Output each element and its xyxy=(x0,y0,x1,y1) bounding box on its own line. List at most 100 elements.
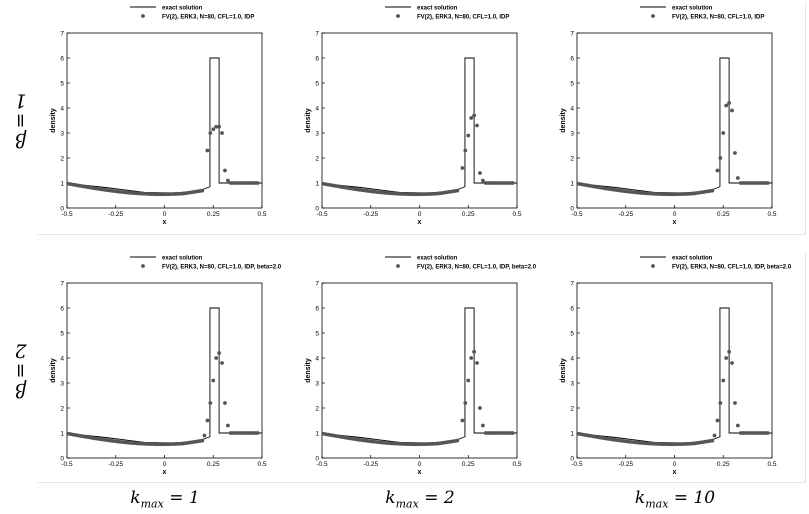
data-point xyxy=(455,188,460,193)
row-frame-2 xyxy=(38,253,806,483)
x-tick-label: 0.5 xyxy=(767,461,776,468)
exact-solution-line xyxy=(321,307,517,444)
y-tick-label: 4 xyxy=(60,106,64,113)
y-tick-label: 0 xyxy=(315,456,319,463)
x-tick-label: 0.25 xyxy=(462,211,475,218)
y-tick-label: 6 xyxy=(570,306,574,313)
y-tick-label: 5 xyxy=(315,331,319,338)
x-tick-label: 0.5 xyxy=(767,211,776,218)
y-axis-label: density xyxy=(50,358,57,383)
y-tick-label: 5 xyxy=(570,81,574,88)
y-tick-label: 7 xyxy=(315,31,319,38)
data-point xyxy=(225,178,230,183)
data-point xyxy=(715,168,720,173)
data-point xyxy=(735,423,740,428)
data-point xyxy=(225,423,230,428)
x-tick-label: -0.5 xyxy=(571,211,583,218)
exact-solution-line xyxy=(66,57,262,194)
col-label-kmax-2: kmax = 2 xyxy=(385,488,455,511)
y-tick-label: 5 xyxy=(60,331,64,338)
x-tick-label: 0.5 xyxy=(512,461,521,468)
x-tick-label: 0.25 xyxy=(717,461,730,468)
data-point xyxy=(765,181,770,185)
data-point xyxy=(730,108,734,113)
data-point xyxy=(223,168,227,173)
x-tick-label: 0.25 xyxy=(207,211,220,218)
density-chart-1-2: 0 1 2 3 4 5 6 7 -0.5 -0.25 0 0.25 0.5 x density exact s… xyxy=(305,6,522,227)
col-label-kmax-1: kmax = 1 xyxy=(130,488,200,511)
data-point xyxy=(510,181,515,185)
legend-entry-numerical: FV(2), ERK3, N=80, CFL=1.0, IDP, beta=2.… xyxy=(162,265,282,271)
data-point xyxy=(480,178,485,183)
y-tick-label: 1 xyxy=(315,181,319,188)
x-axis-label: x xyxy=(418,219,422,226)
data-point xyxy=(480,423,485,428)
data-point xyxy=(712,433,717,438)
y-tick-label: 4 xyxy=(315,356,319,363)
legend-entry-exact: exact solution xyxy=(417,256,458,262)
data-point xyxy=(735,176,740,180)
data-point xyxy=(200,188,205,193)
data-point xyxy=(733,401,737,405)
exact-solution-line xyxy=(576,307,772,444)
x-tick-label: -0.25 xyxy=(108,211,123,218)
data-point xyxy=(718,401,723,405)
data-point xyxy=(715,418,720,423)
exact-solution-line xyxy=(66,307,262,444)
y-tick-label: 4 xyxy=(315,106,319,113)
legend-marker-swatch xyxy=(396,14,400,18)
x-axis-label: x xyxy=(163,219,167,226)
data-point xyxy=(475,123,479,128)
y-tick-label: 3 xyxy=(315,381,319,388)
data-point xyxy=(217,351,222,355)
legend-entry-numerical: FV(2), ERK3, N=80, CFL=1.0, IDP, beta=2.… xyxy=(672,265,792,271)
exact-solution-line xyxy=(321,57,517,194)
data-point xyxy=(208,401,213,405)
col-label-kmax-10: kmax = 10 xyxy=(634,488,716,511)
y-tick-label: 7 xyxy=(315,281,319,288)
legend-entry-exact: exact solution xyxy=(672,6,713,12)
data-point xyxy=(202,433,207,438)
y-axis-label: density xyxy=(560,358,567,383)
x-tick-label: 0.5 xyxy=(257,461,266,468)
x-tick-label: -0.5 xyxy=(61,461,73,468)
y-tick-label: 1 xyxy=(570,181,574,188)
data-point xyxy=(721,131,726,135)
data-point xyxy=(472,349,476,354)
x-tick-label: -0.25 xyxy=(363,461,378,468)
data-point xyxy=(733,151,737,155)
data-point xyxy=(510,431,515,435)
data-point xyxy=(710,188,715,193)
y-tick-label: 0 xyxy=(570,456,574,463)
data-point xyxy=(200,438,205,443)
data-point xyxy=(475,361,479,365)
data-point xyxy=(730,361,734,365)
x-tick-label: 0 xyxy=(163,461,167,468)
y-tick-label: 1 xyxy=(60,181,64,188)
x-tick-label: 0.25 xyxy=(717,211,730,218)
y-tick-label: 5 xyxy=(570,331,574,338)
x-tick-label: 0 xyxy=(673,211,677,218)
data-point xyxy=(460,166,465,170)
x-tick-label: -0.25 xyxy=(618,461,633,468)
data-point xyxy=(211,378,216,383)
y-tick-label: 2 xyxy=(60,156,64,163)
data-point xyxy=(469,116,474,120)
legend-entry-numerical: FV(2), ERK3, N=80, CFL=1.0, IDP, beta=2.… xyxy=(417,265,537,271)
y-axis-label: density xyxy=(305,358,312,383)
data-point xyxy=(460,418,465,423)
y-tick-label: 6 xyxy=(60,306,64,313)
density-chart-2-3: 0 1 2 3 4 5 6 7 -0.5 -0.25 0 0.25 0.5 x density exact s… xyxy=(560,256,792,477)
y-tick-label: 0 xyxy=(60,456,64,463)
legend-entry-exact: exact solution xyxy=(162,6,203,12)
y-tick-label: 7 xyxy=(60,281,64,288)
x-tick-label: -0.5 xyxy=(316,461,328,468)
x-tick-label: -0.25 xyxy=(618,211,633,218)
x-tick-label: 0 xyxy=(163,211,167,218)
y-tick-label: 7 xyxy=(60,31,64,38)
x-axis-label: x xyxy=(673,219,677,226)
legend-marker-swatch xyxy=(651,264,655,268)
data-point xyxy=(472,113,476,118)
row-frame-1 xyxy=(38,2,806,235)
y-tick-label: 3 xyxy=(60,381,64,388)
